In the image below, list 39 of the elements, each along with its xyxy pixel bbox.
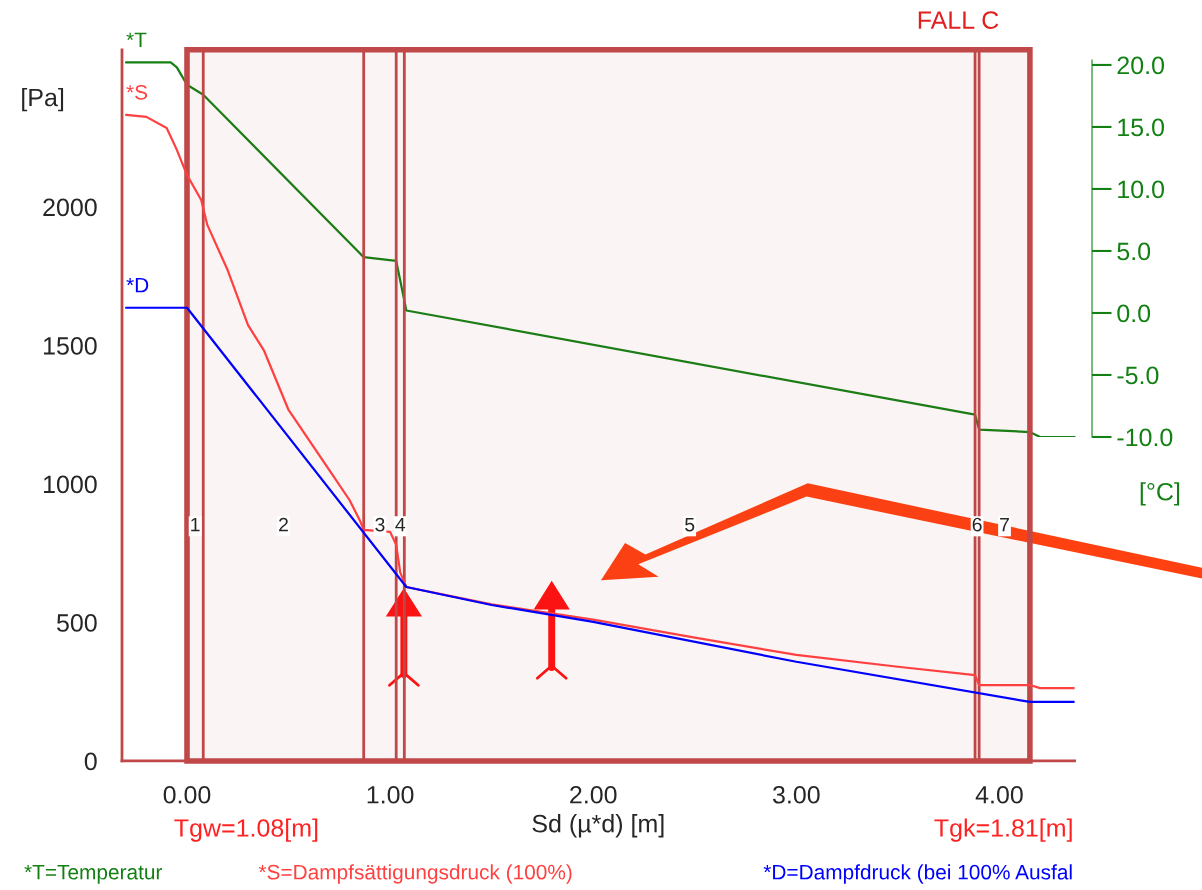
series-label: *T — [126, 32, 147, 48]
annotation: 4 — [395, 517, 406, 532]
annotation: 3 — [375, 517, 385, 532]
line-series — [124, 113, 1075, 690]
y-tick-label: 0 — [84, 752, 97, 771]
annotation: 6 — [972, 517, 982, 532]
y-tick-label: 2000 — [43, 198, 97, 217]
x-axis-title: Sd (µ*d) [m] — [532, 814, 664, 838]
annotation: 5 — [685, 517, 695, 532]
annotation: 1 — [191, 517, 200, 532]
x-tick-label: 4.00 — [975, 785, 1023, 804]
text: *S=Dampfsättigungsdruck (100%) — [258, 864, 572, 884]
annotation: 7 — [1000, 517, 1009, 532]
line-series — [124, 61, 1076, 437]
y2-tick-label: -10.0 — [1117, 428, 1173, 447]
annotation: 2 — [279, 517, 288, 532]
y2-tick-label: 10.0 — [1118, 180, 1164, 199]
text: Tgw=1.08[m] — [174, 818, 318, 842]
x-tick-label: 2.00 — [570, 785, 617, 804]
y2-tick-label: 0.0 — [1117, 304, 1151, 323]
y2-tick-label: -5.0 — [1117, 366, 1159, 385]
y-axis-title: [Pa] — [22, 87, 64, 112]
x-tick-label: 1.00 — [367, 785, 414, 804]
y-tick-label: 1500 — [43, 337, 97, 355]
y2-tick-label: 15.0 — [1118, 118, 1164, 137]
line-series — [124, 306, 1075, 704]
x-tick-label: 0.00 — [163, 785, 211, 804]
y2-tick-label: 5.0 — [1117, 242, 1151, 261]
series-label: *S — [126, 84, 148, 100]
y2-axis-title: [°C] — [1140, 482, 1180, 506]
text: Tgk=1.81[m] — [934, 818, 1072, 842]
text: *T=Temperatur — [24, 864, 163, 884]
chart-title: FALL C — [918, 11, 999, 29]
text: *D=Dampfdruck (bei 100% Ausfal — [763, 864, 1072, 884]
x-tick-label: 3.00 — [772, 785, 820, 804]
y-tick-label: 500 — [56, 614, 97, 632]
y-tick-label: 1000 — [43, 475, 97, 494]
series-label: *D — [126, 277, 149, 293]
y2-tick-label: 20.0 — [1117, 56, 1164, 75]
